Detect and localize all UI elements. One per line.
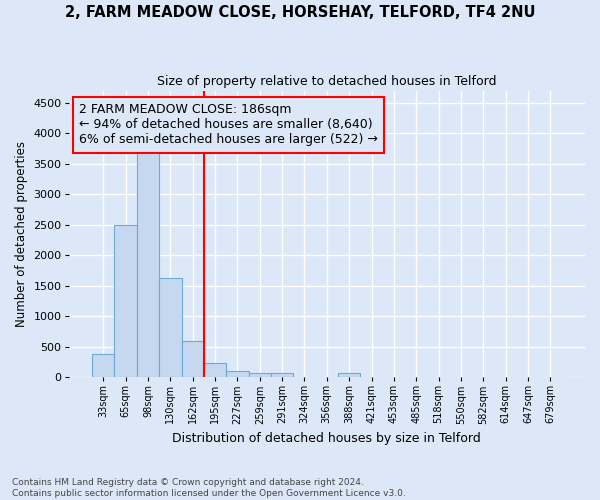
Bar xyxy=(182,340,204,377)
Bar xyxy=(271,373,293,377)
Text: Contains HM Land Registry data © Crown copyright and database right 2024.
Contai: Contains HM Land Registry data © Crown c… xyxy=(12,478,406,498)
Text: 2 FARM MEADOW CLOSE: 186sqm
← 94% of detached houses are smaller (8,640)
6% of s: 2 FARM MEADOW CLOSE: 186sqm ← 94% of det… xyxy=(79,104,378,146)
Bar xyxy=(204,362,226,377)
Bar xyxy=(137,152,159,377)
Bar xyxy=(338,373,361,377)
X-axis label: Distribution of detached houses by size in Telford: Distribution of detached houses by size … xyxy=(172,432,481,445)
Y-axis label: Number of detached properties: Number of detached properties xyxy=(15,141,28,327)
Text: 2, FARM MEADOW CLOSE, HORSEHAY, TELFORD, TF4 2NU: 2, FARM MEADOW CLOSE, HORSEHAY, TELFORD,… xyxy=(65,5,535,20)
Bar xyxy=(226,370,248,377)
Bar xyxy=(248,373,271,377)
Bar xyxy=(92,354,115,377)
Bar xyxy=(115,224,137,377)
Bar xyxy=(159,278,182,377)
Title: Size of property relative to detached houses in Telford: Size of property relative to detached ho… xyxy=(157,75,497,88)
